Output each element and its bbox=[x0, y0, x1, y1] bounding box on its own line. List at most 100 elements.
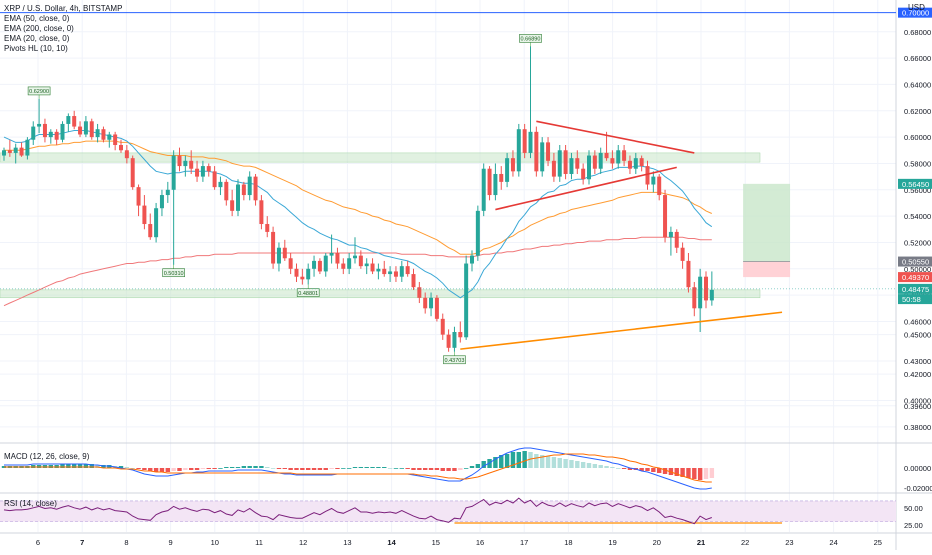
price-tick-label: 0.45000 bbox=[904, 331, 931, 340]
candle bbox=[598, 147, 603, 174]
candle bbox=[633, 152, 638, 174]
candle-body bbox=[393, 271, 398, 277]
candle bbox=[434, 295, 439, 322]
indicator-ema50-label[interactable]: EMA (50, close, 0) bbox=[4, 14, 70, 23]
candle-body bbox=[458, 332, 463, 338]
indicator-pivots-label[interactable]: Pivots HL (10, 10) bbox=[4, 44, 68, 53]
indicator-ema20-label[interactable]: EMA (20, close, 0) bbox=[4, 34, 70, 43]
candle-body bbox=[282, 247, 287, 259]
candle-body bbox=[19, 147, 24, 156]
candle bbox=[230, 189, 235, 217]
candle-body bbox=[668, 231, 673, 238]
candle-body bbox=[551, 160, 556, 177]
macd-histogram-bar bbox=[60, 464, 65, 468]
candle bbox=[312, 255, 317, 277]
rsi-tick-label: 25.00 bbox=[904, 521, 923, 530]
candle bbox=[54, 129, 59, 146]
candle-body bbox=[13, 147, 18, 153]
candle-body bbox=[154, 208, 159, 238]
macd-histogram-bar bbox=[592, 464, 598, 468]
candle-body bbox=[686, 260, 691, 288]
candle-body bbox=[119, 145, 123, 151]
candle bbox=[136, 184, 141, 217]
macd-histogram-bar bbox=[306, 468, 311, 470]
macd-histogram-bar bbox=[300, 468, 305, 470]
candle bbox=[674, 229, 679, 253]
macd-histogram-bar bbox=[311, 468, 317, 470]
candle-body bbox=[388, 271, 393, 275]
rsi-tick-label: 50.00 bbox=[904, 504, 923, 513]
candle bbox=[101, 126, 106, 143]
price-badge: 0.49370 bbox=[902, 273, 929, 282]
price-badge: 0.48475 bbox=[902, 285, 929, 294]
price-tick-label: 0.60000 bbox=[904, 133, 931, 142]
candle bbox=[704, 271, 708, 309]
candle-body bbox=[382, 268, 387, 275]
candle-body bbox=[78, 126, 83, 135]
candle bbox=[189, 150, 194, 174]
macd-signal-line bbox=[4, 453, 712, 483]
macd-histogram-bar bbox=[66, 464, 71, 468]
time-tick-label: 16 bbox=[476, 538, 484, 547]
macd-histogram-bar bbox=[528, 452, 533, 468]
time-tick-label: 8 bbox=[124, 538, 128, 547]
macd-legend[interactable]: MACD (12, 26, close, 9) bbox=[4, 452, 90, 461]
candle-body bbox=[399, 266, 404, 277]
candle-body bbox=[651, 176, 656, 185]
candle-body bbox=[627, 160, 632, 169]
macd-histogram-bar bbox=[504, 454, 510, 468]
symbol-title[interactable]: XRP / U.S. Dollar, 4h, BITSTAMP bbox=[4, 4, 123, 13]
candle-body bbox=[276, 247, 281, 264]
candle bbox=[668, 226, 673, 256]
macd-histogram-bar bbox=[276, 468, 282, 469]
candle-body bbox=[698, 276, 703, 309]
candle bbox=[657, 173, 662, 201]
long-position-stop-zone bbox=[743, 261, 791, 278]
candle-body bbox=[107, 134, 112, 140]
candle-body bbox=[411, 274, 416, 288]
macd-histogram-bar bbox=[463, 468, 469, 469]
indicator-ema200-label[interactable]: EMA (200, close, 0) bbox=[4, 24, 74, 33]
macd-histogram-bar bbox=[452, 468, 457, 471]
candle-body bbox=[159, 195, 164, 209]
candle bbox=[19, 142, 24, 157]
rsi-line bbox=[3, 497, 712, 525]
macd-histogram-bar bbox=[387, 468, 393, 469]
candle bbox=[347, 252, 352, 275]
macd-histogram-bar bbox=[200, 468, 206, 469]
candle-body bbox=[142, 205, 147, 225]
candle-body bbox=[645, 166, 650, 185]
candle bbox=[341, 258, 346, 275]
candle-body bbox=[236, 184, 240, 211]
macd-histogram-bar bbox=[481, 461, 486, 468]
time-tick-label: 15 bbox=[432, 538, 440, 547]
candle bbox=[510, 150, 515, 177]
candle bbox=[534, 126, 539, 177]
candle-body bbox=[124, 150, 129, 159]
macd-histogram-bar bbox=[651, 468, 656, 472]
macd-histogram-bar bbox=[423, 468, 428, 470]
macd-histogram-bar bbox=[218, 468, 223, 469]
candle bbox=[107, 131, 112, 148]
price-badge: 50:58 bbox=[902, 295, 921, 304]
macd-histogram-bar bbox=[130, 468, 135, 469]
rsi-legend[interactable]: RSI (14, close) bbox=[4, 499, 57, 508]
candle bbox=[288, 252, 293, 275]
candle bbox=[575, 150, 580, 174]
candle bbox=[236, 179, 240, 217]
candle-body bbox=[300, 276, 305, 280]
candle-body bbox=[370, 263, 375, 272]
candle-body bbox=[622, 150, 627, 161]
candle-body bbox=[72, 116, 77, 127]
candle bbox=[259, 195, 264, 230]
macd-histogram-bar bbox=[604, 466, 609, 468]
candle bbox=[113, 131, 118, 151]
price-tick-label: 0.42000 bbox=[904, 370, 931, 379]
candle bbox=[83, 116, 88, 138]
macd-histogram-bar bbox=[83, 464, 89, 468]
candle-body bbox=[493, 173, 498, 196]
candle bbox=[148, 213, 153, 240]
candle-body bbox=[575, 158, 580, 169]
